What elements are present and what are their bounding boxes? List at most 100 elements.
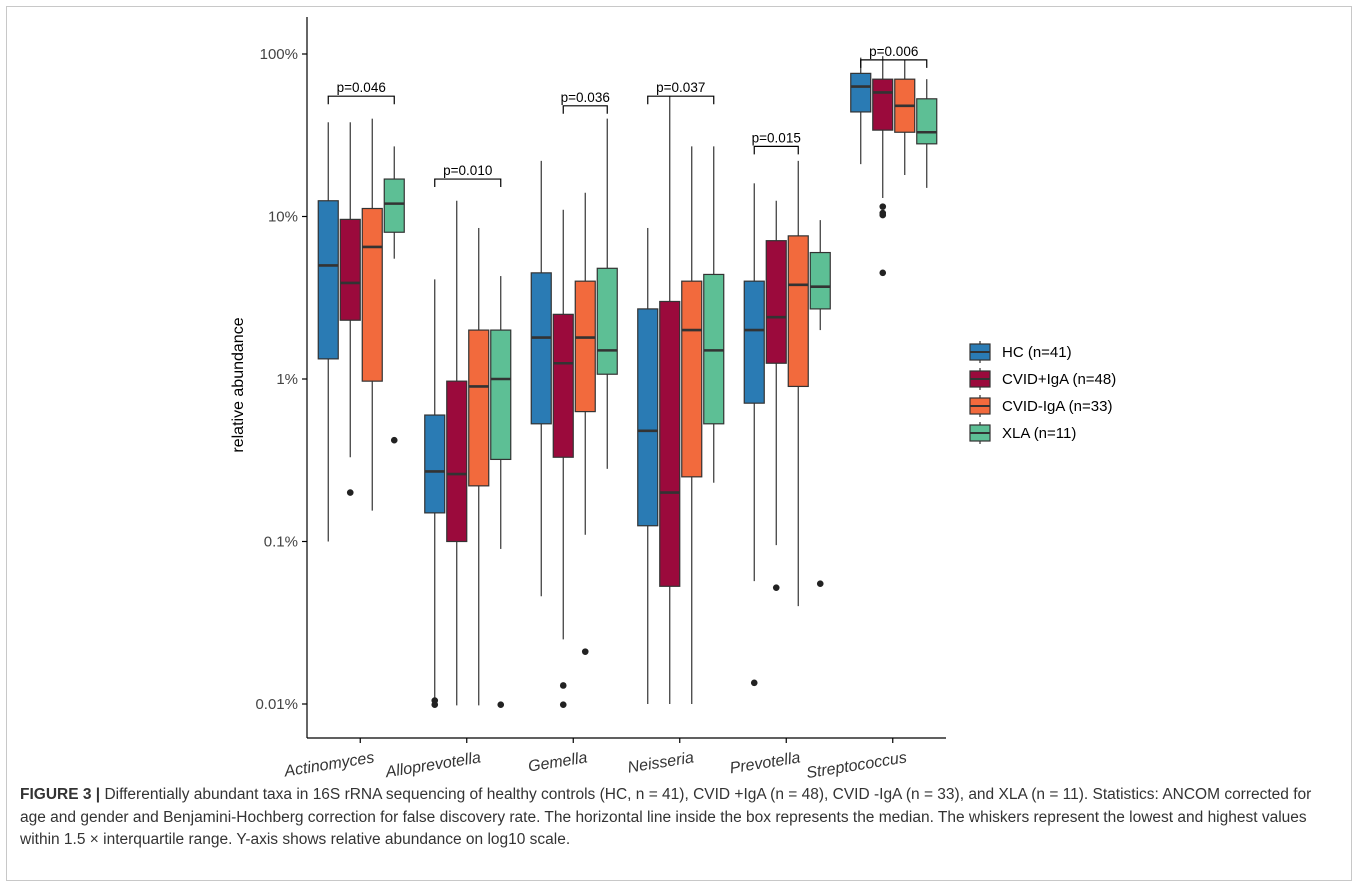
box-body [361, 207, 383, 382]
box-2-1 [552, 209, 574, 709]
box-body [681, 280, 703, 478]
box-4-1 [765, 200, 787, 591]
y-tick-label: 100% [260, 46, 298, 63]
significance-bracket [860, 59, 928, 68]
box-3-0 [637, 227, 659, 704]
box-body [383, 178, 405, 233]
box-body [872, 78, 894, 131]
legend-item: HC (n=41) [969, 341, 1072, 363]
legend-label: XLA (n=11) [1002, 425, 1076, 442]
box-3-3 [703, 146, 725, 483]
outlier-point [879, 211, 887, 219]
p-value-label: p=0.010 [443, 163, 492, 178]
box-body [424, 414, 446, 514]
x-tick-label: Alloprevotella [383, 749, 482, 780]
box-0-0 [317, 122, 339, 542]
box-body [743, 280, 765, 404]
p-value-label: p=0.037 [656, 80, 705, 95]
box-1-3 [490, 276, 512, 709]
outlier-point [497, 701, 505, 709]
figure-frame [6, 6, 1352, 881]
significance-bracket [753, 145, 799, 155]
box-plot-chart: 0.01% 0.1% 1% 10% 100% Actinomyces Alloprevot… [230, 17, 1116, 780]
outlier-point [816, 580, 824, 587]
legend-item: CVID+IgA (n=48) [969, 368, 1116, 390]
box-2-2 [574, 192, 596, 655]
legend: HC (n=41) CVID+IgA (n=48) CVID-IgA (n=33) X… [969, 341, 1116, 444]
box-body [765, 240, 787, 364]
significance-bracket [434, 178, 502, 188]
box-1-1 [446, 200, 468, 706]
x-tick-label: Actinomyces [282, 749, 375, 780]
y-tick-label: 0.1% [264, 534, 298, 551]
y-axis: 0.01% 0.1% 1% 10% 100% [255, 17, 308, 738]
p-value-label: p=0.006 [869, 44, 918, 59]
box-4-3 [809, 220, 831, 587]
box-body [809, 251, 831, 310]
box-4-2 [787, 160, 809, 607]
box-4-0 [743, 183, 765, 687]
box-5-0 [850, 57, 872, 165]
significance-bracket [647, 95, 715, 105]
p-value-label: p=0.046 [337, 80, 386, 95]
box-body [552, 313, 574, 458]
y-axis-label: relative abundance [230, 317, 247, 452]
significance-bracket [562, 105, 608, 114]
box-1-2 [468, 227, 490, 706]
box-body [468, 329, 490, 487]
legend-label: CVID+IgA (n=48) [1002, 371, 1116, 388]
y-tick-label: 10% [268, 209, 298, 226]
box-body [530, 272, 552, 425]
box-body [596, 267, 618, 375]
outlier-point [750, 679, 758, 687]
box-0-3 [383, 146, 405, 444]
x-tick-label: Neisseria [626, 749, 695, 776]
outlier-point [879, 203, 887, 210]
legend-label: HC (n=41) [1002, 344, 1072, 361]
box-1-0 [424, 279, 446, 709]
caption-text: Differentially abundant taxa in 16S rRNA… [20, 786, 1312, 848]
outlier-point [559, 701, 567, 709]
box-body [490, 329, 512, 461]
box-body [446, 380, 468, 543]
x-tick-label: Gemella [527, 749, 589, 775]
box-0-1 [339, 122, 361, 496]
box-body [637, 308, 659, 527]
caption-label: FIGURE 3 | [20, 786, 101, 803]
significance-bracket [327, 95, 395, 105]
box-body [574, 280, 596, 413]
box-body [787, 235, 809, 388]
outlier-point [431, 701, 439, 709]
box-body [339, 218, 361, 321]
box-2-3 [596, 118, 618, 469]
box-body [317, 200, 339, 360]
p-value-label: p=0.015 [752, 130, 801, 145]
legend-label: CVID-IgA (n=33) [1002, 398, 1112, 415]
box-0-2 [361, 118, 383, 511]
box-5-2 [894, 59, 916, 176]
x-tick-label: Prevotella [729, 749, 802, 777]
box-body [916, 98, 938, 145]
x-axis: Actinomyces Alloprevotella Gemella Neisseri… [282, 737, 946, 780]
outlier-point [346, 489, 354, 496]
legend-item: XLA (n=11) [969, 422, 1076, 444]
box-body [659, 300, 681, 587]
figure-caption: FIGURE 3 | Differentially abundant taxa … [20, 784, 1340, 852]
box-5-3 [916, 79, 938, 188]
box-3-2 [681, 146, 703, 704]
box-5-1 [872, 56, 894, 277]
plot-marks [317, 56, 938, 709]
y-tick-label: 1% [276, 371, 298, 388]
outlier-point [581, 648, 589, 655]
significance-annotations: p=0.046 p=0.010 p=0.036 p=0.037 p=0.015 p=0.0… [327, 44, 928, 188]
box-2-0 [530, 160, 552, 597]
p-value-label: p=0.036 [561, 90, 610, 105]
x-tick-label: Streptococcus [805, 749, 908, 780]
outlier-point [772, 584, 780, 591]
y-tick-label: 0.01% [255, 696, 298, 713]
legend-item: CVID-IgA (n=33) [969, 395, 1112, 417]
outlier-point [559, 682, 567, 689]
outlier-point [390, 436, 398, 444]
outlier-point [879, 269, 887, 277]
box-body [850, 72, 872, 113]
